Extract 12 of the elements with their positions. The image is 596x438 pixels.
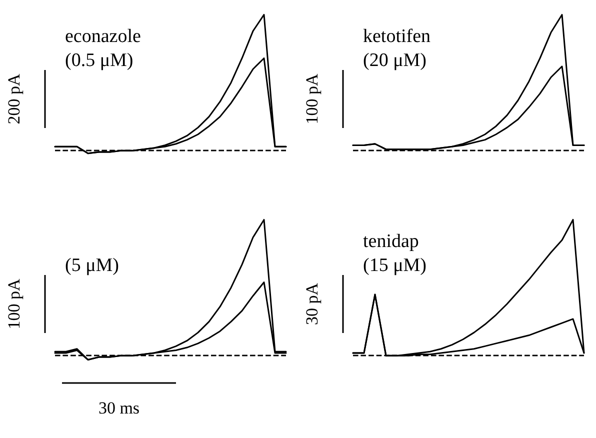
text: econazole (65, 26, 141, 47)
text: (5 μM) (65, 255, 119, 276)
text: 30 ms (98, 398, 140, 418)
text: ketotifen (363, 26, 432, 47)
text: 100 pA (4, 278, 24, 330)
text: tenidap (363, 231, 419, 252)
text: 100 pA (302, 73, 322, 124)
text: (0.5 μM) (65, 50, 134, 71)
text: (15 μM) (363, 255, 426, 276)
text: 30 pA (302, 282, 322, 326)
text: (20 μM) (363, 50, 426, 71)
text: 200 pA (4, 73, 24, 124)
